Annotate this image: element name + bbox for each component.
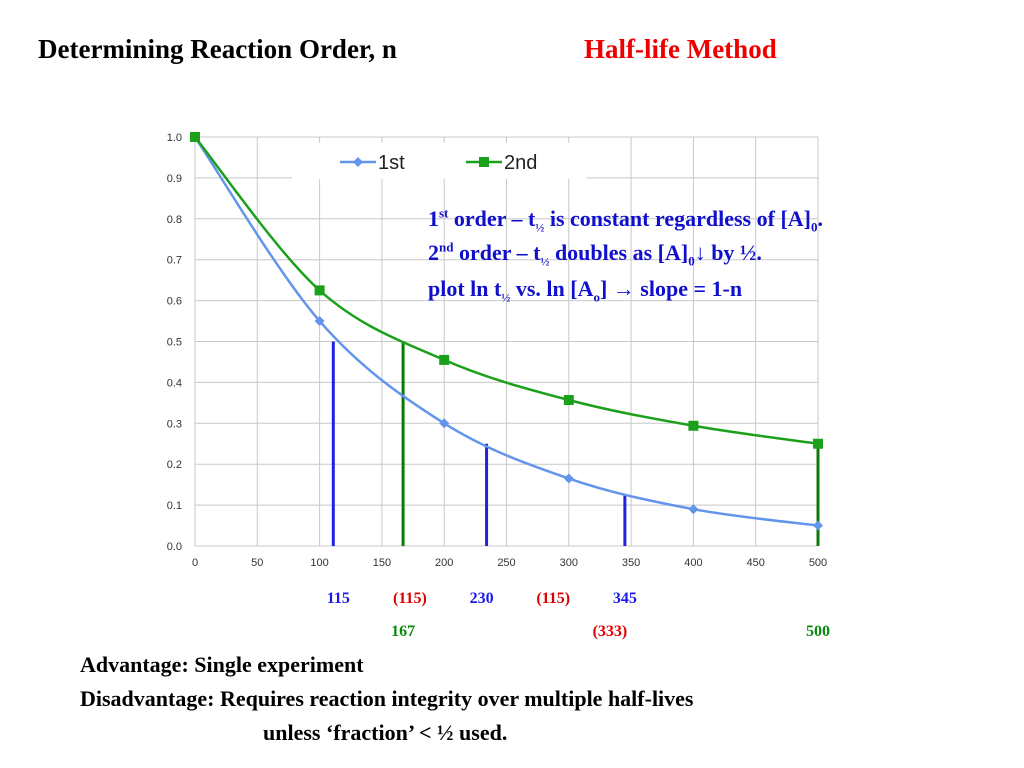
series-line-1st — [193, 136, 819, 527]
chart-grid — [194, 136, 819, 547]
x-tick-label: 350 — [622, 557, 640, 569]
disadvantage-text: Disadvantage: Requires reaction integrit… — [80, 686, 694, 711]
half-life-lines — [331, 341, 820, 546]
half-life-label: (115) — [393, 590, 427, 607]
series-point-2nd — [190, 132, 200, 142]
x-tick-label: 300 — [560, 557, 578, 569]
series-point-2nd — [563, 394, 574, 405]
y-tick-label: 0.0 — [167, 541, 182, 553]
series-point-2nd — [314, 285, 325, 296]
series-point-1st — [813, 520, 823, 531]
note-second-order: 2nd order – t½ doubles as [A]0↓ by ½. — [428, 239, 762, 269]
x-tick-label: 200 — [435, 557, 453, 569]
y-tick-label: 0.5 — [167, 337, 182, 349]
y-tick-label: 0.7 — [167, 255, 182, 267]
half-life-label: 345 — [612, 590, 637, 607]
x-tick-label: 250 — [497, 557, 515, 569]
legend-background — [292, 143, 586, 179]
series-point-1st — [439, 418, 450, 429]
x-tick-label: 50 — [251, 557, 263, 569]
x-tick-label: 0 — [192, 557, 198, 569]
half-life-label: 230 — [469, 590, 494, 607]
series-point-2nd — [439, 354, 450, 365]
y-tick-label: 0.1 — [167, 500, 182, 512]
y-tick-label: 1.0 — [167, 132, 182, 144]
y-tick-label: 0.6 — [167, 296, 182, 308]
y-tick-label: 0.4 — [167, 377, 182, 389]
x-tick-label: 150 — [373, 557, 391, 569]
half-life-label: (115) — [536, 590, 571, 607]
x-tick-label: 450 — [747, 557, 765, 569]
series-point-2nd — [813, 438, 823, 449]
chart-series — [190, 132, 823, 531]
legend-label: 1st — [378, 152, 405, 174]
chart-ticks: 0 50 100 150 200 250 300 350 400 450 500 0.0 0.1 0.2 0… — [167, 132, 827, 569]
y-tick-label: 0.2 — [167, 459, 182, 471]
series-point-1st — [563, 473, 574, 484]
series-point-1st — [314, 316, 325, 327]
x-tick-label: 500 — [809, 557, 827, 569]
y-tick-label: 0.3 — [167, 418, 182, 430]
chart-legend: 1st 2nd — [292, 143, 586, 179]
half-life-label: (333) — [592, 623, 628, 640]
half-life-label: 500 — [806, 623, 830, 640]
y-tick-label: 0.9 — [167, 173, 182, 185]
x-tick-label: 100 — [310, 557, 328, 569]
disadvantage-continuation: unless ‘fraction’ < ½ used. — [263, 720, 508, 745]
y-tick-label: 0.8 — [167, 214, 182, 226]
page-title: Determining Reaction Order, n — [38, 34, 397, 64]
note-plot-method: plot ln t½ vs. ln [Ao] → slope = 1-n — [428, 276, 743, 305]
legend-label: 2nd — [504, 152, 537, 174]
half-life-label: 167 — [391, 623, 416, 640]
half-life-label: 115 — [326, 590, 350, 607]
series-point-1st — [688, 504, 699, 515]
x-tick-label: 400 — [684, 557, 702, 569]
advantage-text: Advantage: Single experiment — [80, 652, 364, 677]
note-first-order: 1st order – t½ is constant regardless of… — [428, 205, 823, 235]
series-point-2nd — [688, 420, 699, 431]
legend-marker — [353, 157, 363, 167]
series-line-2nd — [194, 136, 819, 445]
legend-marker — [479, 157, 489, 167]
method-title: Half-life Method — [584, 34, 777, 64]
